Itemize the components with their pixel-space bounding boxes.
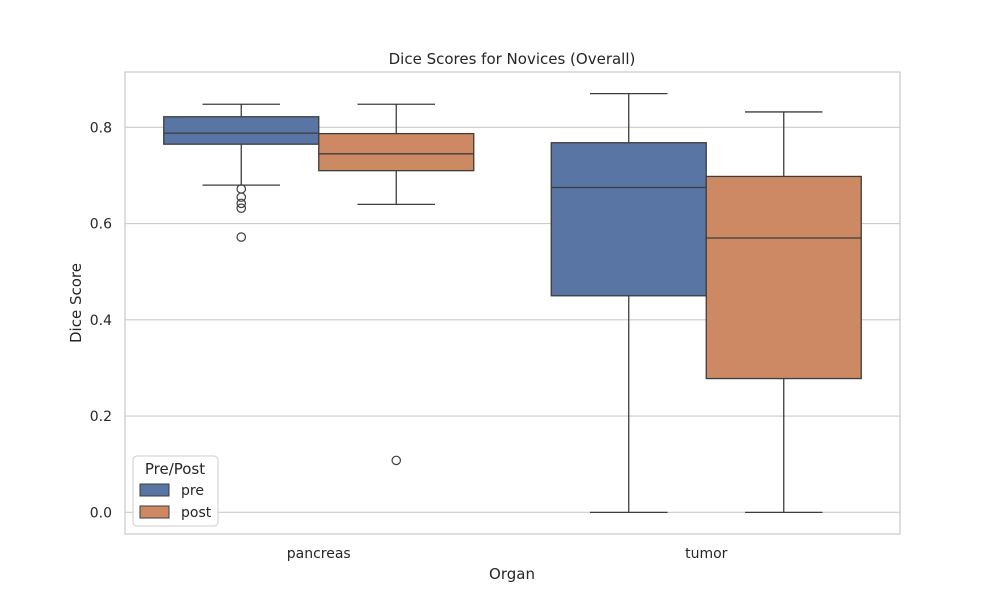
outlier-point — [236, 198, 247, 209]
legend-swatch-post — [139, 505, 170, 519]
legend-swatch-pre — [139, 483, 170, 497]
box-elements — [163, 93, 862, 513]
legend-label-pre: pre — [181, 483, 204, 499]
outlier-point — [236, 232, 247, 242]
iqr-box — [318, 132, 475, 172]
iqr-box — [550, 142, 707, 297]
y-tick-label: 0.8 — [90, 120, 112, 136]
axis-ticks: 0.0 0.2 0.4 0.6 0.8 pancreas tumor — [90, 120, 728, 562]
legend-title: Pre/Post — [145, 460, 205, 478]
x-axis-label: Organ — [489, 565, 535, 583]
y-tick-label: 0.2 — [90, 409, 112, 425]
x-tick-label: tumor — [685, 546, 728, 562]
iqr-box — [705, 175, 862, 380]
iqr-box — [163, 116, 320, 145]
outlier-point — [236, 192, 247, 202]
chart-title: Dice Scores for Novices (Overall) — [389, 50, 636, 68]
legend-label-post: post — [181, 505, 212, 521]
y-tick-label: 0.6 — [90, 217, 112, 233]
outlier-point — [236, 203, 247, 213]
y-tick-label: 0.4 — [90, 313, 112, 329]
y-axis-label: Dice Score — [67, 263, 85, 343]
box-pre-pancreas — [163, 103, 320, 242]
x-tick-label: pancreas — [287, 546, 351, 562]
y-tick-label: 0.0 — [90, 505, 112, 521]
plot-frame — [124, 71, 901, 535]
legend: Pre/Post pre post — [132, 455, 219, 527]
box-pre-tumor — [550, 93, 707, 513]
box-post-tumor — [705, 111, 862, 513]
box-post-pancreas — [318, 103, 475, 466]
outlier-point — [391, 455, 402, 466]
